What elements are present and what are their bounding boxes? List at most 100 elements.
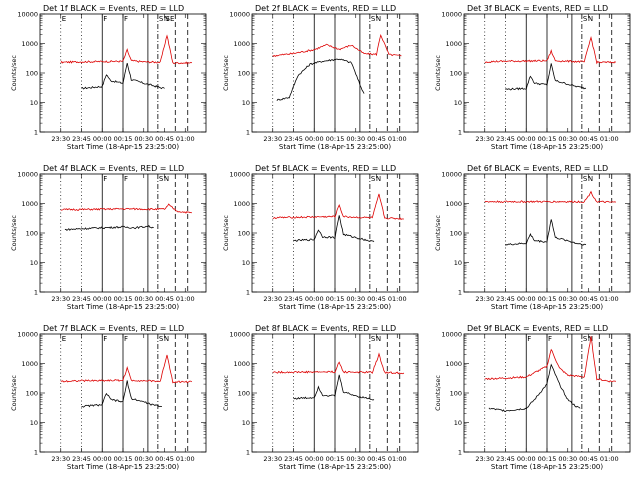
y-axis-label: Counts/sec [10,215,18,251]
y-tick-label: 1 [458,288,462,296]
marker-label: S [159,175,164,183]
marker-label: S [371,175,376,183]
marker-label: F [103,15,107,23]
marker-label: F [124,15,128,23]
x-tick-label: 00:45 [155,295,174,303]
x-axis-label: Start Time (18-Apr-15 23:25:00) [279,303,391,311]
x-tick-label: 23:45 [284,455,303,463]
x-axis-label: Start Time (18-Apr-15 23:25:00) [279,463,391,471]
y-tick-label: 10000 [441,330,462,338]
x-tick-label: 23:45 [496,295,515,303]
x-tick-label: 00:00 [517,295,536,303]
x-tick-label: 00:45 [579,135,598,143]
y-axis-label: Counts/sec [10,375,18,411]
marker-label: S [371,335,376,343]
y-tick-label: 1000 [233,360,250,368]
chart-panel-5: Det 5f BLACK = Events, RED = LLD 1 10 100 10… [222,164,419,311]
x-tick-label: 00:00 [93,135,112,143]
panel-title: Det 2f BLACK = Events, RED = LLD [255,4,396,13]
chart-panel-1: Det 1f BLACK = Events, RED = LLD 1 10 100 10… [10,4,207,151]
marker-label: N [588,175,593,183]
panel-title: Det 5f BLACK = Events, RED = LLD [255,164,396,173]
series-events [293,374,375,401]
x-tick-label: 01:00 [600,295,619,303]
y-tick-label: 10 [242,259,250,267]
x-tick-label: 01:00 [176,135,195,143]
x-tick-label: 00:45 [367,455,386,463]
y-tick-label: 10000 [229,170,250,178]
x-axis-label: Start Time (18-Apr-15 23:25:00) [67,143,179,151]
marker-label: S [159,335,164,343]
x-tick-label: 23:30 [51,135,70,143]
y-tick-label: 100 [26,389,38,397]
y-axis-label: Counts/sec [10,55,18,91]
y-tick-label: 1000 [233,200,250,208]
y-tick-label: 1 [34,128,38,136]
x-tick-label: 01:00 [600,135,619,143]
x-axis-label: Start Time (18-Apr-15 23:25:00) [491,303,603,311]
series-lld [272,352,405,375]
x-tick-label: 00:00 [517,135,536,143]
x-tick-label: 01:00 [388,135,407,143]
x-tick-label: 00:15 [538,455,557,463]
x-tick-label: 00:15 [326,295,345,303]
y-tick-label: 10 [30,259,38,267]
series-events [293,215,375,243]
panel-title: Det 1f BLACK = Events, RED = LLD [43,4,184,13]
x-tick-label: 00:45 [155,455,174,463]
marker-label: N [164,175,169,183]
x-tick-label: 23:45 [72,295,91,303]
marker-label: N [376,335,381,343]
y-axis-label: Counts/sec [222,375,230,411]
marker-label: F [124,175,128,183]
y-tick-label: 1 [458,128,462,136]
y-tick-label: 100 [450,229,462,237]
y-tick-label: 10000 [17,10,38,18]
y-tick-label: 100 [450,389,462,397]
y-tick-label: 1 [34,288,38,296]
panel-title: Det 7f BLACK = Events, RED = LLD [43,324,184,333]
x-tick-label: 01:00 [176,295,195,303]
series-lld [484,336,616,383]
x-tick-label: 00:15 [538,135,557,143]
y-tick-label: 10000 [17,330,38,338]
y-tick-label: 10000 [229,330,250,338]
series-lld [272,193,404,221]
x-tick-label: 00:45 [367,295,386,303]
marker-label: SE [166,15,175,23]
y-tick-label: 1 [458,448,462,456]
chart-panel-6: Det 6f BLACK = Events, RED = LLD 1 10 100 10… [434,164,631,311]
x-tick-label: 00:30 [134,135,153,143]
x-axis-label: Start Time (18-Apr-15 23:25:00) [279,143,391,151]
x-tick-label: 01:00 [388,455,407,463]
marker-label: F [103,335,107,343]
x-tick-label: 00:15 [326,455,345,463]
x-tick-label: 00:15 [114,295,133,303]
y-tick-label: 1 [34,448,38,456]
y-axis-label: Counts/sec [222,215,230,251]
x-tick-label: 23:45 [496,455,515,463]
x-tick-label: 00:30 [346,295,365,303]
x-tick-label: 00:45 [155,135,174,143]
x-tick-label: 00:15 [114,135,133,143]
x-tick-label: 23:30 [263,455,282,463]
y-tick-label: 100 [26,229,38,237]
x-tick-label: 00:45 [579,455,598,463]
panel-title: Det 6f BLACK = Events, RED = LLD [467,164,608,173]
series-lld [60,203,193,214]
x-tick-label: 01:00 [388,295,407,303]
series-events [81,380,163,408]
y-tick-label: 100 [238,69,250,77]
y-tick-label: 100 [26,69,38,77]
series-events [81,63,165,90]
x-tick-label: 00:00 [517,455,536,463]
x-tick-label: 23:45 [72,455,91,463]
marker-label: S [583,335,588,343]
series-events [488,363,581,412]
x-tick-label: 00:30 [558,135,577,143]
marker-label: F [103,175,107,183]
x-tick-label: 00:30 [134,455,153,463]
y-tick-label: 10 [242,99,250,107]
chart-panel-2: Det 2f BLACK = Events, RED = LLD 1 10 100 10… [222,4,419,151]
